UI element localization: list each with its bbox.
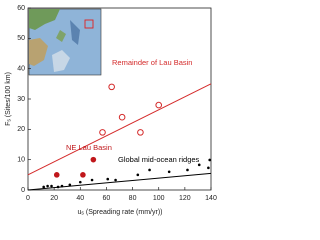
x-tick-label: 140: [205, 195, 217, 202]
x-tick-label: 40: [76, 195, 84, 202]
point: [186, 168, 189, 172]
y-tick-label: 50: [17, 35, 25, 42]
page: {"chart_data": { "type": "scatter", "x_l…: [4, 4, 217, 217]
point: [78, 180, 82, 184]
inset-map: [28, 8, 102, 76]
point: [50, 184, 53, 188]
point: [137, 129, 144, 136]
point: [42, 185, 45, 189]
series-annotation: Remainder of Lau Basin: [112, 58, 192, 67]
series-annotation: NE Lau Basin: [66, 143, 112, 152]
point: [90, 156, 97, 163]
point: [99, 129, 106, 136]
point: [90, 178, 94, 182]
x-tick-label: 20: [50, 195, 58, 202]
point: [167, 170, 171, 174]
y-tick-label: 60: [17, 5, 25, 12]
x-axis-label: us (Spreading rate (mm/yr)): [78, 209, 163, 217]
y-tick-label: 30: [17, 96, 25, 103]
x-tick-label: 100: [153, 195, 165, 202]
point: [56, 185, 60, 189]
y-label-text: (Sites/100 km): [5, 72, 12, 117]
y-tick-label: 40: [17, 66, 25, 73]
x-label-text: (Spreading rate (mm/yr)): [86, 209, 163, 216]
point: [60, 184, 64, 188]
point: [207, 166, 210, 170]
chart: Fs (Sites/100 km) us (Spreading rate (mm…: [5, 5, 217, 217]
fit-line: [27, 83, 212, 176]
x-tick-label: 60: [103, 195, 111, 202]
x-tick-label: 120: [179, 195, 191, 202]
point: [80, 172, 86, 178]
y-axis-label: Fs (Sites/100 km): [5, 72, 13, 126]
x-label-symbol: u: [78, 209, 82, 216]
x-label-subscript: s: [81, 211, 84, 217]
y-label-symbol: F: [5, 122, 12, 126]
y-label-subscript: s: [7, 119, 13, 122]
point: [108, 83, 115, 91]
point: [114, 178, 117, 182]
y-tick-label: 0: [21, 187, 25, 194]
point: [106, 177, 110, 181]
x-tick-label: 80: [129, 195, 137, 202]
x-tick-label: 0: [26, 195, 30, 202]
point: [46, 184, 49, 188]
point: [118, 113, 126, 121]
point: [53, 172, 60, 178]
point: [148, 168, 151, 172]
point: [68, 183, 72, 187]
y-tick-label: 10: [17, 157, 25, 164]
y-tick-label: 20: [17, 126, 25, 133]
point: [197, 163, 201, 167]
point: [208, 158, 211, 162]
point: [136, 173, 140, 177]
series-annotation: Global mid-ocean ridges: [118, 155, 200, 164]
point: [155, 101, 163, 109]
